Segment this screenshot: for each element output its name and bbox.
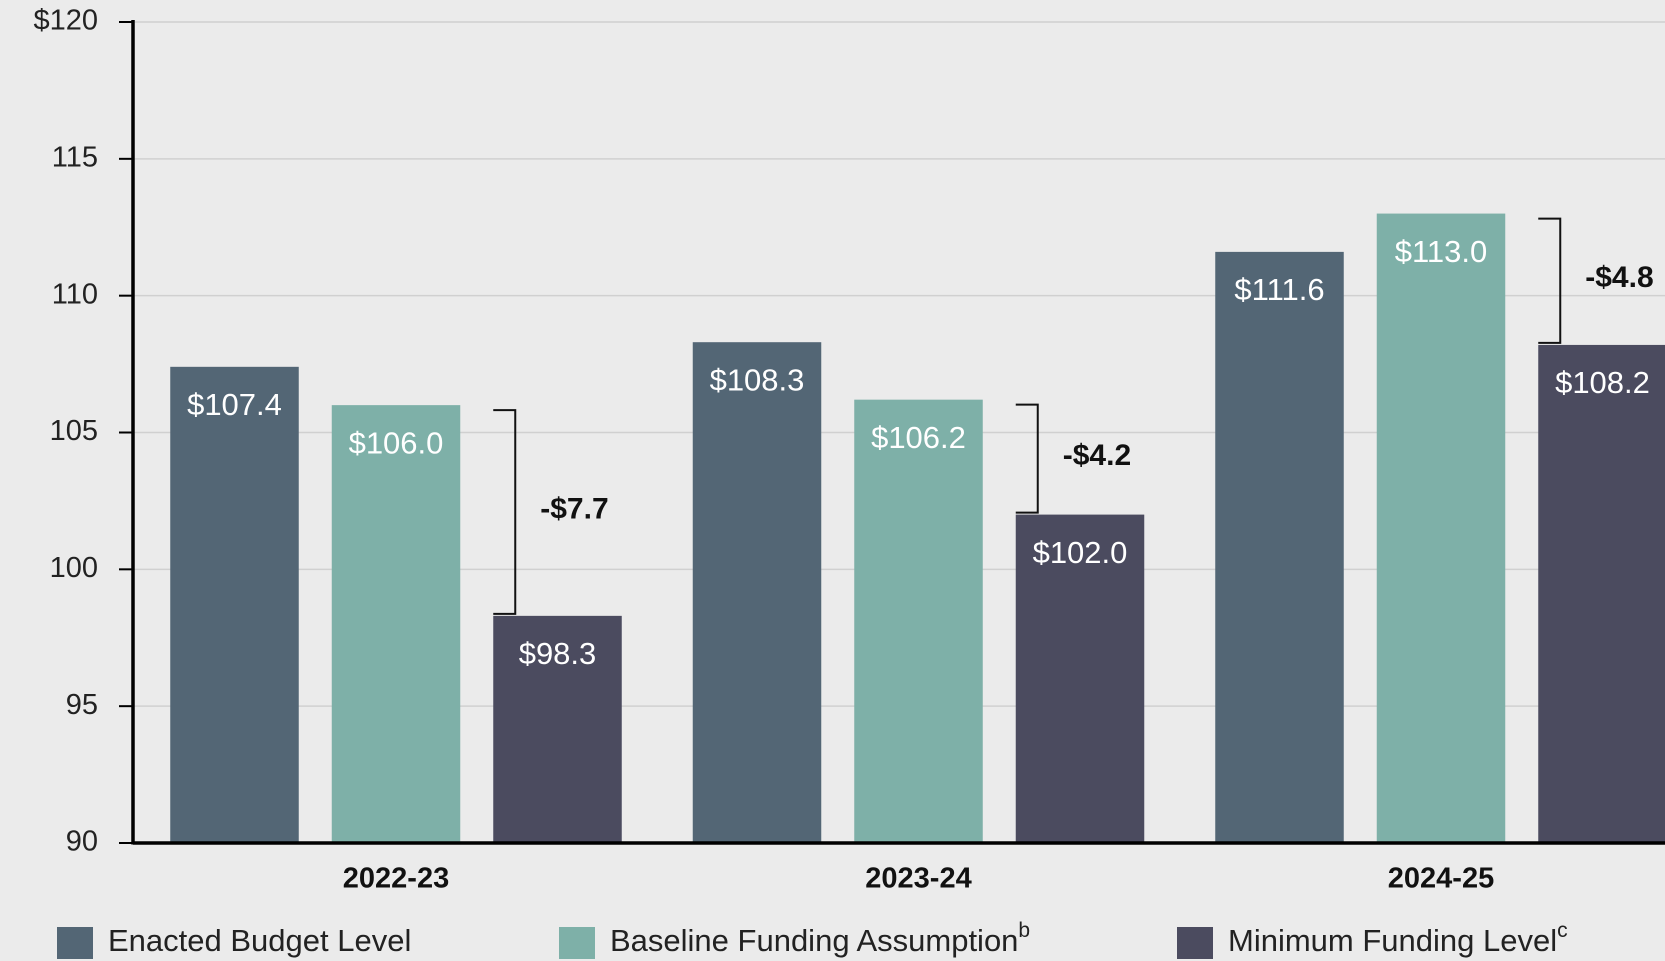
legend-name: Enacted Budget Level — [108, 923, 411, 958]
legend-label: Baseline Funding Assumptionb — [610, 919, 1030, 958]
bar — [692, 342, 822, 843]
legend-swatch — [559, 927, 595, 959]
data-label: $106.0 — [349, 425, 444, 460]
bar — [170, 366, 299, 843]
data-label: $108.3 — [710, 362, 805, 397]
annotation: -$4.8 — [1585, 261, 1653, 294]
bar — [493, 615, 622, 843]
bar — [1376, 213, 1506, 844]
legend-note: b — [1018, 919, 1030, 942]
bar — [854, 399, 983, 843]
y-tick-label: 110 — [52, 278, 98, 310]
legend-label: Minimum Funding Levelc — [1228, 919, 1568, 958]
legend-name: Minimum Funding Level — [1228, 923, 1557, 958]
data-label: $108.2 — [1555, 365, 1650, 400]
legend-label: Enacted Budget Level — [108, 923, 411, 958]
data-label: $106.2 — [871, 420, 966, 455]
y-tick-label: 115 — [52, 141, 98, 173]
legend-swatch — [1177, 927, 1213, 959]
data-label: $113.0 — [1395, 234, 1488, 269]
bar — [1215, 251, 1344, 843]
y-tick-label: 90 — [66, 826, 98, 858]
y-tick-label: 105 — [50, 415, 98, 447]
bracket — [1538, 217, 1562, 344]
data-label: $107.4 — [187, 387, 282, 422]
legend-note: c — [1557, 919, 1568, 942]
x-tick-label: 2023-24 — [865, 863, 971, 895]
x-tick-label: 2022-23 — [343, 863, 449, 895]
data-label: $98.3 — [519, 636, 597, 671]
y-tick-label: 95 — [66, 689, 98, 721]
legend-swatch — [57, 927, 93, 959]
bracket — [493, 409, 517, 615]
data-label: $102.0 — [1033, 535, 1128, 570]
x-tick-label: 2024-25 — [1388, 863, 1494, 895]
bracket — [1015, 403, 1039, 514]
y-tick-label: $120 — [33, 5, 98, 37]
bar — [1015, 514, 1145, 843]
y-tick-label: 100 — [50, 552, 98, 584]
annotation: -$7.7 — [540, 492, 608, 525]
bar — [1538, 344, 1665, 843]
annotation: -$4.2 — [1063, 439, 1131, 472]
data-label: $111.6 — [1234, 272, 1324, 307]
bar — [331, 405, 461, 843]
legend-name: Baseline Funding Assumption — [610, 923, 1018, 958]
